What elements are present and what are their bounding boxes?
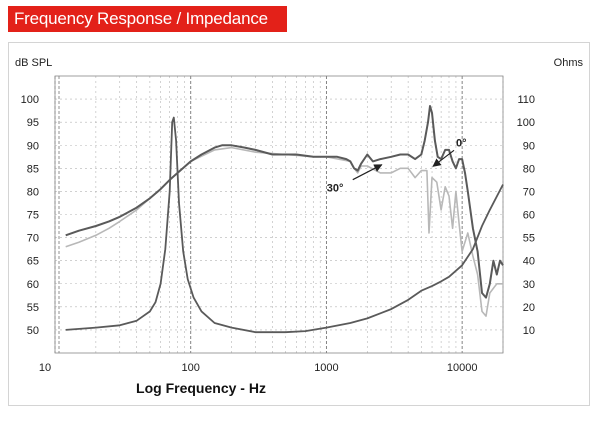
- x-tick-label: 10000: [447, 362, 478, 374]
- y2-tick-label: 90: [523, 140, 535, 152]
- section-title: Frequency Response / Impedance: [14, 9, 268, 28]
- x-axis-label: Log Frequency - Hz: [136, 380, 266, 396]
- y2-tick-label: 110: [517, 94, 535, 106]
- spl-30deg-line: [65, 146, 503, 317]
- x-tick-label: 100: [182, 362, 200, 374]
- y-tick-label: 65: [27, 256, 39, 268]
- y2-tick-label: 60: [523, 210, 535, 222]
- y2-tick-label: 80: [523, 163, 535, 175]
- y-tick-label: 60: [27, 279, 39, 291]
- annotation-label-30deg: 30°: [327, 183, 344, 195]
- y-tick-label: 80: [27, 186, 39, 198]
- annotation-arrow-30deg: [352, 164, 383, 181]
- series-group: [65, 105, 504, 334]
- y-tick-label: 95: [27, 117, 39, 129]
- section-header-banner: Frequency Response / Impedance: [8, 6, 287, 32]
- y2-tick-label: 20: [523, 302, 535, 314]
- y-tick-label: 90: [27, 140, 39, 152]
- y2-tick-label: 40: [523, 256, 535, 268]
- annotations: 0° 30°: [327, 137, 467, 194]
- y2-tick-label: 55: [523, 233, 535, 245]
- y2-tick-label: 100: [517, 117, 535, 129]
- y-tick-label: 55: [27, 302, 39, 314]
- annotation-label-0deg: 0°: [456, 137, 467, 149]
- axes: 50 55 60 65 70 75 80 85 90 95 100 10 20 30 40 55 60 70 80 9…: [21, 75, 535, 374]
- y-tick-label: 75: [27, 210, 39, 222]
- y-tick-label: 70: [27, 233, 39, 245]
- chart-panel: 50 55 60 65 70 75 80 85 90 95 100 10 20 30 40 55 60 70 80 9…: [8, 42, 590, 406]
- annotation-arrow-0deg: [432, 149, 455, 167]
- y2-axis-label: Ohms: [554, 57, 584, 69]
- y2-tick-label: 30: [523, 279, 535, 291]
- x-tick-label: 1000: [314, 362, 338, 374]
- plot-frame: [54, 75, 504, 354]
- y-axis-label: dB SPL: [15, 57, 52, 69]
- y2-tick-label: 10: [523, 325, 535, 337]
- y2-tick-label: 70: [523, 186, 535, 198]
- spl-0deg-line: [65, 105, 504, 299]
- frequency-impedance-chart: 50 55 60 65 70 75 80 85 90 95 100 10 20 30 40 55 60 70 80 9…: [15, 57, 584, 396]
- y-tick-label: 100: [21, 94, 39, 106]
- impedance-line: [65, 116, 504, 334]
- x-tick-label: 10: [39, 362, 51, 374]
- grid: [54, 76, 504, 353]
- y-tick-label: 85: [27, 163, 39, 175]
- y-tick-label: 50: [27, 325, 39, 337]
